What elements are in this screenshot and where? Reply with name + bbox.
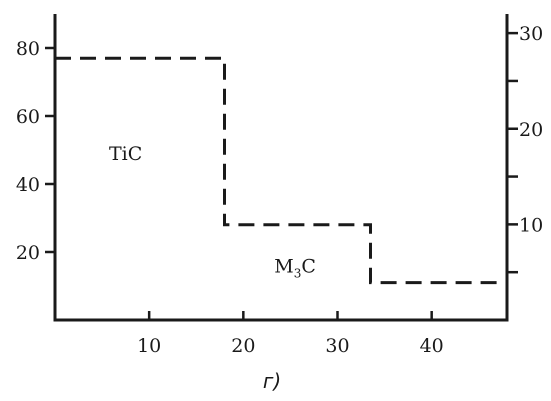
y-right-tick-label: 30 — [519, 23, 543, 45]
x-tick-label: 40 — [420, 335, 444, 357]
region-label-tic: TiC — [109, 143, 142, 165]
y-left-tick-label: 20 — [16, 242, 40, 264]
figure-caption: г) — [263, 369, 281, 393]
series — [55, 56, 507, 285]
x-tick-label: 20 — [231, 335, 255, 357]
x-tick-label: 30 — [325, 335, 349, 357]
y-left-tick-label: 60 — [16, 106, 40, 128]
step-series-line — [55, 56, 507, 285]
y-right-tick-label: 20 — [519, 119, 543, 141]
y-left-tick-label: 40 — [16, 174, 40, 196]
annotations: TiC M3C — [109, 143, 316, 280]
region-label-m3c: M3C — [274, 255, 316, 280]
x-tick-label: 10 — [137, 335, 161, 357]
y-right-tick-label: 10 — [519, 214, 543, 236]
ticks: 10 20 30 40 20 40 60 80 10 20 30 — [16, 23, 543, 357]
y-left-tick-label: 80 — [16, 38, 40, 60]
